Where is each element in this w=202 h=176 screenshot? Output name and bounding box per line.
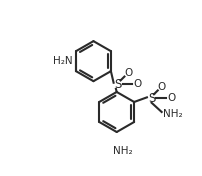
Text: H₂N: H₂N [53, 56, 73, 66]
Text: O: O [134, 79, 142, 89]
Text: O: O [158, 82, 166, 92]
Text: O: O [124, 68, 133, 78]
Text: S: S [148, 92, 155, 105]
Text: NH₂: NH₂ [163, 109, 183, 118]
Text: S: S [115, 78, 122, 91]
Text: NH₂: NH₂ [113, 146, 133, 156]
Text: O: O [167, 93, 175, 103]
